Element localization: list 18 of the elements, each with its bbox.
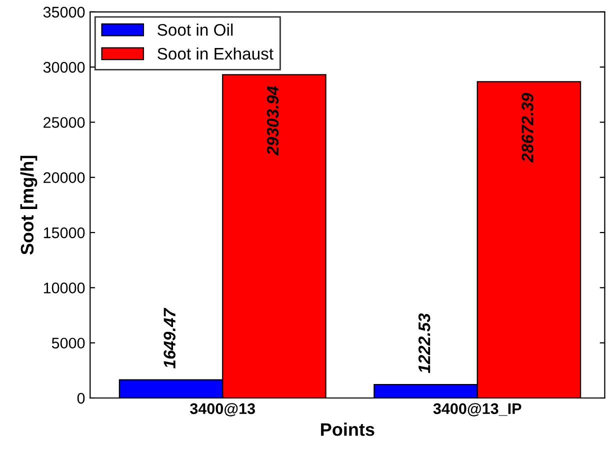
data-label: 1649.47	[164, 308, 176, 368]
data-label: 1222.53	[418, 313, 430, 374]
x-tick-label: 3400@13_IP	[433, 403, 522, 416]
data-label: 29303.94	[266, 86, 279, 156]
x-axis-title: Points	[321, 422, 374, 436]
x-tick-label: 3400@13	[190, 403, 255, 416]
y-tick-label: 35000	[43, 6, 85, 18]
y-tick-label: 30000	[43, 62, 85, 73]
y-tick-label: 15000	[44, 227, 85, 238]
legend-label: Soot in Oil	[158, 24, 233, 36]
data-label: 28672.39	[522, 92, 534, 163]
y-tick-label: 5000	[52, 338, 85, 349]
y-tick-label: 25000	[44, 117, 85, 128]
y-tick-label: 20000	[44, 172, 85, 184]
y-tick-label: 0	[77, 392, 85, 404]
legend-label: Soot in Exhaust	[158, 47, 274, 60]
y-tick-label: 10000	[44, 282, 85, 294]
y-axis-title: Soot [mg/h]	[20, 156, 38, 255]
